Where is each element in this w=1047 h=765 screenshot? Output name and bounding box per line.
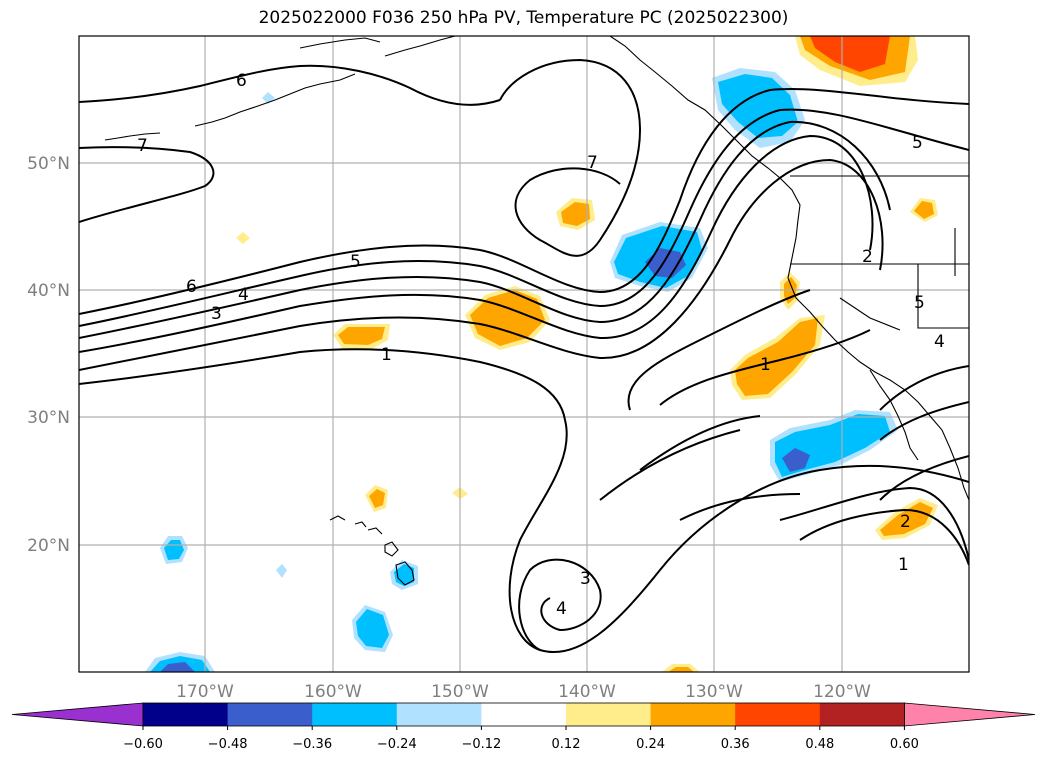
colorbar-tick-label: 0.36 <box>721 737 750 752</box>
colorbar-tick-label: 0.24 <box>636 737 665 752</box>
lat-label: 30°N <box>27 408 70 428</box>
map-title: 2025022000 F036 250 hPa PV, Temperature … <box>258 8 789 28</box>
contour-label: 7 <box>587 153 598 173</box>
contour-label: 2 <box>862 247 873 267</box>
colorbar-tick-label: −0.60 <box>123 737 163 752</box>
colorbar-tick-label: 0.60 <box>890 737 919 752</box>
colorbar-bin <box>819 703 905 726</box>
contour-label: 4 <box>238 285 249 305</box>
contour-label: 1 <box>898 555 909 575</box>
colorbar-tick-label: 0.48 <box>805 737 834 752</box>
pv-contours <box>79 58 969 653</box>
colorbar-bin <box>735 703 821 726</box>
lon-label: 160°W <box>304 682 362 702</box>
contour-label: 2 <box>900 512 911 532</box>
colorbar-bin <box>227 703 313 726</box>
colorbar-bin <box>481 703 567 726</box>
map-frame <box>78 35 970 673</box>
lon-label: 120°W <box>813 682 871 702</box>
colorbar-bin <box>396 703 482 726</box>
contour-label: 5 <box>350 252 361 272</box>
colorbar: −0.60 −0.48 −0.36 −0.24 −0.12 0.12 0.24 0.36 0.4… <box>11 702 1036 752</box>
lat-label: 20°N <box>27 536 70 556</box>
colorbar-bin <box>566 703 652 726</box>
colorbar-outline <box>142 702 905 727</box>
latitude-labels: 50°N 40°N 30°N 20°N <box>27 154 70 556</box>
lat-label: 50°N <box>27 154 70 174</box>
contour-label: 1 <box>381 345 392 365</box>
colorbar-tick-label: −0.48 <box>208 737 248 752</box>
lon-label: 150°W <box>431 682 489 702</box>
longitude-labels: 170°W 160°W 150°W 140°W 130°W 120°W <box>176 682 871 702</box>
contour-label: 4 <box>556 599 567 619</box>
contour-label: 7 <box>137 136 148 156</box>
contour-label: 6 <box>186 277 197 297</box>
lon-label: 130°W <box>685 682 743 702</box>
colorbar-tick-label: −0.36 <box>292 737 332 752</box>
lon-label: 170°W <box>176 682 234 702</box>
coastlines <box>104 36 969 586</box>
graticule <box>79 36 969 672</box>
colorbar-bin <box>143 703 229 726</box>
contour-label: 1 <box>760 355 771 375</box>
contour-label: 5 <box>912 133 923 153</box>
colorbar-bin <box>650 703 736 726</box>
colorbar-tick-label: −0.24 <box>377 737 417 752</box>
contour-label: 5 <box>914 293 925 313</box>
contour-labels: 6 7 7 5 6 4 3 1 1 5 2 5 4 3 4 2 1 <box>137 71 945 619</box>
colorbar-tick-label: 0.12 <box>552 737 581 752</box>
lon-label: 140°W <box>558 682 616 702</box>
colorbar-extend-low <box>11 702 144 727</box>
contour-label: 3 <box>211 304 222 324</box>
map-plot-area <box>79 36 969 672</box>
contour-label: 6 <box>236 71 247 91</box>
colorbar-tick-label: −0.12 <box>461 737 501 752</box>
contour-label: 4 <box>934 332 945 352</box>
colorbar-extend-high <box>904 702 1036 727</box>
lat-label: 40°N <box>27 281 70 301</box>
colorbar-bin <box>312 703 398 726</box>
contour-label: 3 <box>580 569 591 589</box>
